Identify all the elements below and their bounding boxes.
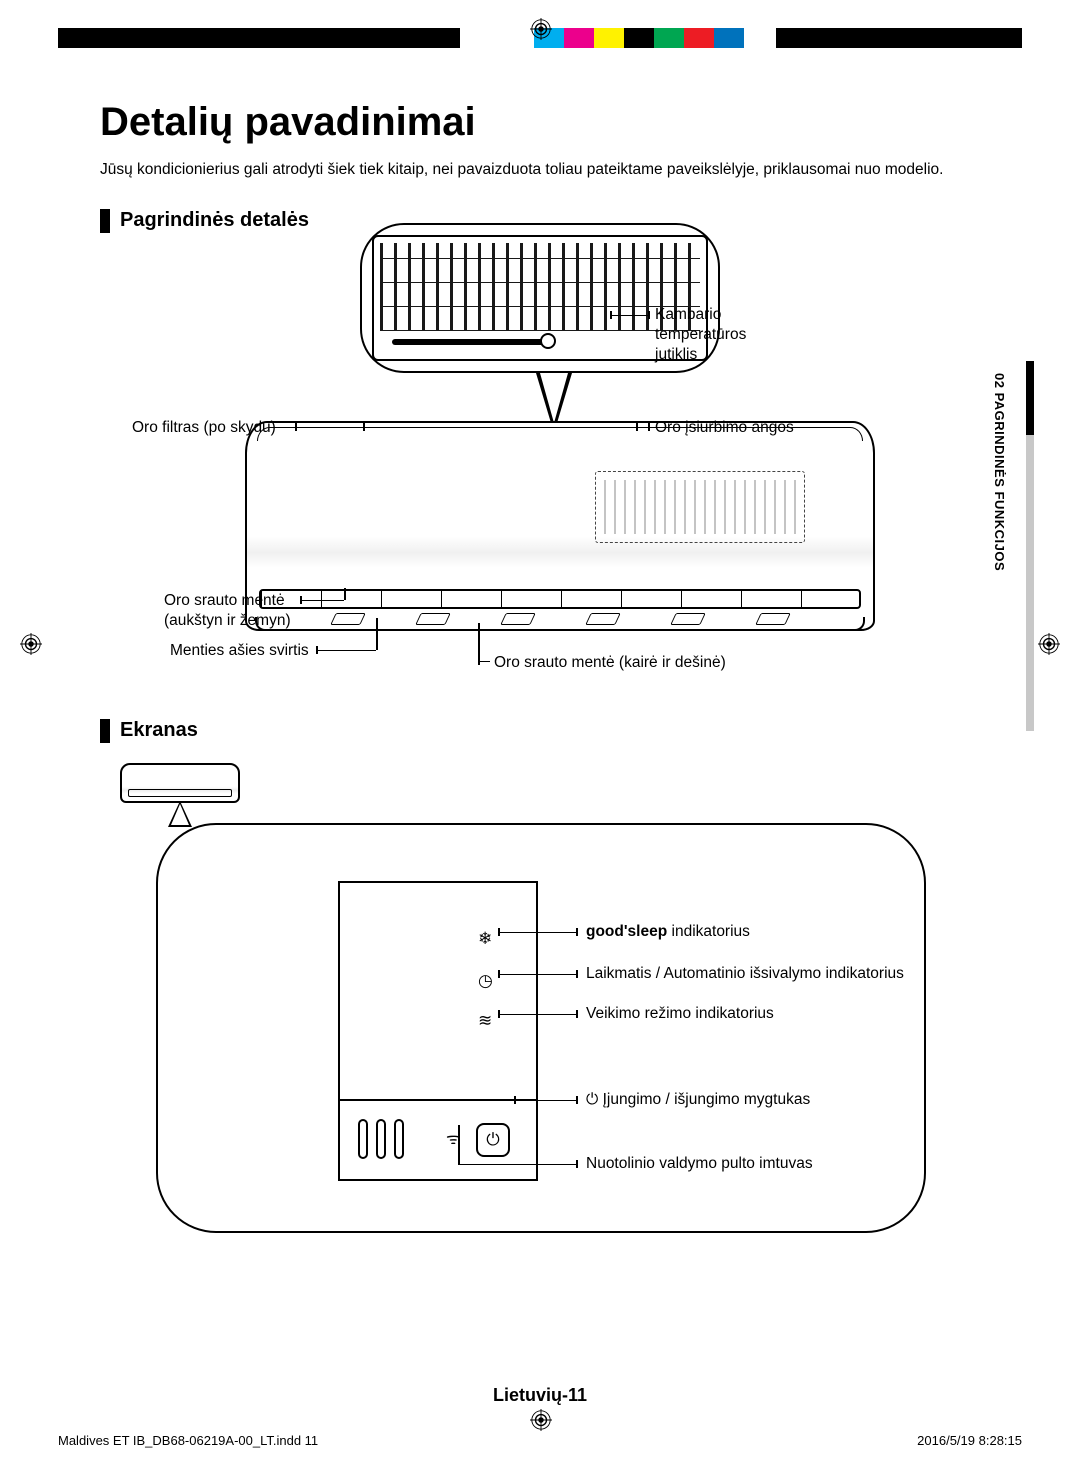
intro-text: Jūsų kondicionierius gali atrodyti šiek … <box>100 159 980 181</box>
sensor-wire-icon <box>392 339 546 345</box>
heading-bar-icon <box>100 209 110 233</box>
sensor-tip-icon <box>540 333 556 349</box>
side-tab-label: 02 PAGRINDINĖS FUNKCIJOS <box>992 373 1007 571</box>
display-section: Ekranas ❄ ◷ ≋ ᯤ ⏻ good'sleep indikatoriu… <box>100 719 980 1279</box>
label-air-intake: Oro įsiurbimo angos <box>655 418 794 438</box>
registration-mark-icon <box>20 633 42 655</box>
section-display-heading: Ekranas <box>100 719 980 743</box>
vent-slots-icon <box>358 1119 404 1159</box>
label-goodsleep: good'sleep indikatorius <box>586 923 750 941</box>
display-panel: ❄ ◷ ≋ ᯤ ⏻ <box>338 881 538 1181</box>
label-timer: Laikmatis / Automatinio išsivalymo indik… <box>586 965 904 983</box>
registration-mark-icon <box>1038 633 1060 655</box>
main-parts-diagram: 02 PAGRINDINĖS FUNKCIJOS Oro filtras (po… <box>100 243 980 683</box>
chapter-side-tab: 02 PAGRINDINĖS FUNKCIJOS <box>996 361 1034 731</box>
display-zoom-callout: ❄ ◷ ≋ ᯤ ⏻ good'sleep indikatorius Laikma… <box>156 823 926 1233</box>
page-title: Detalių pavadinimai <box>100 100 980 145</box>
label-blade-leftright: Oro srauto mentė (kairė ir dešinė) <box>494 653 726 673</box>
callout-tail-icon <box>168 801 192 827</box>
registration-mark-icon <box>530 1409 552 1431</box>
page-content: Detalių pavadinimai Jūsų kondicionierius… <box>100 100 980 1406</box>
label-temp-sensor: Kambario temperatūros jutiklis <box>655 305 746 365</box>
section-title: Ekranas <box>120 719 198 742</box>
registration-mark-icon <box>530 18 552 40</box>
label-axis-lever: Menties ašies svirtis <box>170 641 309 661</box>
mini-ac-icon <box>120 763 240 803</box>
label-air-filter: Oro filtras (po skydu) <box>132 418 276 438</box>
label-blade-updown: Oro srauto mentė (aukštyn ir žemyn) <box>164 591 291 631</box>
footer-timestamp: 2016/5/19 8:28:15 <box>917 1433 1022 1448</box>
goodsleep-icon: ❄ <box>478 929 492 949</box>
footer-filename: Maldives ET IB_DB68-06219A-00_LT.indd 11 <box>58 1433 318 1448</box>
timer-icon: ◷ <box>478 971 493 991</box>
grille-icon <box>380 243 700 331</box>
power-button[interactable]: ⏻ <box>476 1123 510 1157</box>
label-power: ⏻ Įjungimo / išjungimo mygtukas <box>586 1091 810 1109</box>
heading-bar-icon <box>100 719 110 743</box>
label-mode: Veikimo režimo indikatorius <box>586 1005 774 1023</box>
page-number: Lietuvių-11 <box>100 1385 980 1406</box>
label-receiver: Nuotolinio valdymo pulto imtuvas <box>586 1155 813 1173</box>
section-title: Pagrindinės detalės <box>120 209 309 232</box>
mode-icon: ≋ <box>478 1011 492 1031</box>
